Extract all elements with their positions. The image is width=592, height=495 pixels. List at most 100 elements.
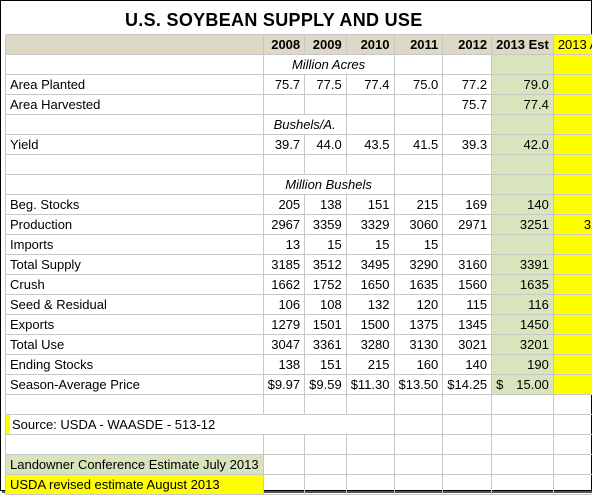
table-row: Imports 13 15 15 15: [6, 235, 592, 255]
price-cell: $14.25: [443, 375, 492, 395]
row-label: Total Use: [6, 335, 264, 355]
legend-text-green: Landowner Conference Estimate July 2013: [10, 457, 259, 472]
table-row: Total Use 3047 3361 3280 3130 3021 3201: [6, 335, 592, 355]
col-header-2013-est: 2013 Est: [492, 35, 554, 55]
cell: 3290: [394, 255, 443, 275]
cell: 190: [492, 355, 554, 375]
cell: 3255: [553, 215, 592, 235]
price-cell: $9.59: [305, 375, 347, 395]
table-row: Seed & Residual 106 108 132 120 115 116: [6, 295, 592, 315]
cell: [553, 275, 592, 295]
cell: 3021: [443, 335, 492, 355]
blank-row: [6, 435, 592, 455]
cell: 3359: [305, 215, 347, 235]
cell: 75.7: [263, 75, 305, 95]
table-row: Ending Stocks 138 151 215 160 140 190: [6, 355, 592, 375]
table-title: U.S. SOYBEAN SUPPLY AND USE: [125, 10, 423, 31]
cell: 75.7: [443, 95, 492, 115]
price-value: 11.30: [358, 375, 390, 394]
cell: 1345: [443, 315, 492, 335]
cell: 1662: [263, 275, 305, 295]
price-cell: $13.50: [394, 375, 443, 395]
source-text: Source: USDA - WAASDE - 513-12: [12, 417, 215, 432]
cell: 39.7: [263, 135, 305, 155]
cell: 43.5: [346, 135, 394, 155]
cell: 160: [394, 355, 443, 375]
unit-row-acres: Million Acres: [6, 55, 592, 75]
cell: [553, 195, 592, 215]
supply-use-table: 2008 2009 2010 2011 2012 2013 Est 2013 A…: [5, 34, 592, 495]
cell: [553, 255, 592, 275]
cell: 1375: [394, 315, 443, 335]
cell: 1279: [263, 315, 305, 335]
cell: 138: [263, 355, 305, 375]
unit-label-bushels: Million Bushels: [263, 175, 394, 195]
col-header-2012: 2012: [443, 35, 492, 55]
cell: 1560: [443, 275, 492, 295]
row-label: Yield: [6, 135, 264, 155]
cell: 1635: [394, 275, 443, 295]
unit-row-yield: Bushels/A.: [6, 115, 592, 135]
header-row: 2008 2009 2010 2011 2012 2013 Est 2013 A…: [6, 35, 592, 55]
currency-symbol: $: [268, 375, 275, 394]
cell: [553, 335, 592, 355]
source-row: Source: USDA - WAASDE - 513-12: [6, 415, 592, 435]
cell: 3185: [263, 255, 305, 275]
cell: 77.5: [305, 75, 347, 95]
unit-label-yield: Bushels/A.: [263, 115, 346, 135]
cell: 3512: [305, 255, 347, 275]
price-row: Season-Average Price $9.97 $9.59 $11.30 …: [6, 375, 592, 395]
price-value: 15.00: [516, 375, 549, 394]
cell: 1752: [305, 275, 347, 295]
cell: [394, 95, 443, 115]
price-value: 9.97: [275, 375, 300, 394]
cell: 205: [263, 195, 305, 215]
row-label: Crush: [6, 275, 264, 295]
cell: 151: [346, 195, 394, 215]
col-header-2011: 2011: [394, 35, 443, 55]
currency-symbol: $: [399, 375, 406, 394]
col-header-2009: 2009: [305, 35, 347, 55]
cell: 3160: [443, 255, 492, 275]
currency-symbol: $: [309, 375, 316, 394]
legend-text-yellow: USDA revised estimate August 2013: [10, 477, 220, 492]
cell: 15: [346, 235, 394, 255]
cell: [553, 315, 592, 335]
yellow-edge-marker: [6, 415, 10, 434]
cell: 140: [443, 355, 492, 375]
currency-symbol: $: [496, 375, 503, 394]
blank-row: [6, 395, 592, 415]
cell: 1450: [492, 315, 554, 335]
cell: [553, 295, 592, 315]
cell: 77.4: [492, 95, 554, 115]
cell: 3130: [394, 335, 443, 355]
cell: 3391: [492, 255, 554, 275]
cell: 3201: [492, 335, 554, 355]
cell: 13: [263, 235, 305, 255]
row-label: Area Planted: [6, 75, 264, 95]
blank-row: [6, 155, 592, 175]
cell: 2971: [443, 215, 492, 235]
unit-label-acres: Million Acres: [263, 55, 394, 75]
table-row: Beg. Stocks 205 138 151 215 169 140: [6, 195, 592, 215]
unit-row-bushels: Million Bushels: [6, 175, 592, 195]
cell: [553, 355, 592, 375]
cell: 151: [305, 355, 347, 375]
col-header-2008: 2008: [263, 35, 305, 55]
legend-row-green: Landowner Conference Estimate July 2013: [6, 455, 592, 475]
row-label: Ending Stocks: [6, 355, 264, 375]
cell: 215: [394, 195, 443, 215]
cell: [492, 235, 554, 255]
legend-swatch-green: Landowner Conference Estimate July 2013: [6, 455, 264, 475]
row-label: Season-Average Price: [6, 375, 264, 395]
row-label: Production: [6, 215, 264, 235]
row-label: Beg. Stocks: [6, 195, 264, 215]
cell: 140: [492, 195, 554, 215]
cell: [553, 95, 592, 115]
currency-symbol: $: [351, 375, 358, 394]
cell: 120: [394, 295, 443, 315]
cell: [553, 135, 592, 155]
cell: 169: [443, 195, 492, 215]
row-label: Area Harvested: [6, 95, 264, 115]
cell: 106: [263, 295, 305, 315]
